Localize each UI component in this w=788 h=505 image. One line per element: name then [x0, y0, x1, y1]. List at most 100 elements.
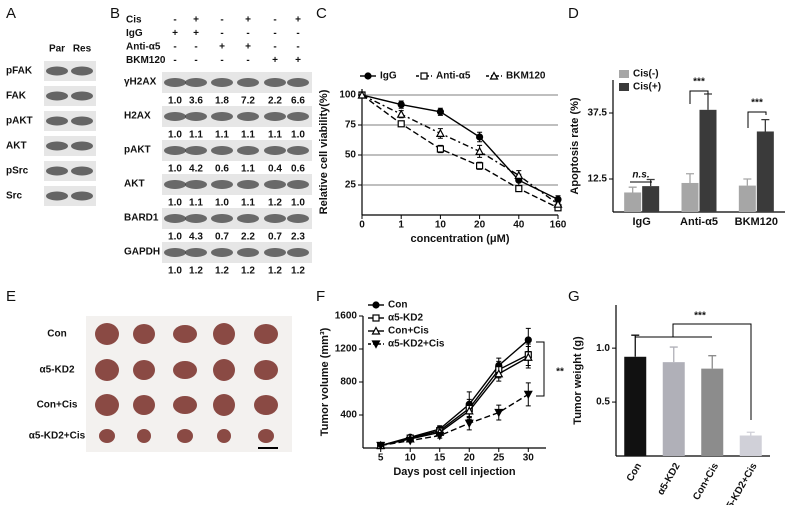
band [164, 112, 186, 121]
condition-sign: - [173, 42, 176, 53]
legend-label: Con [388, 300, 407, 311]
y-tick-label: 0.5 [596, 397, 610, 408]
quantification: 1.8 [215, 96, 229, 107]
condition-sign: + [295, 15, 301, 26]
x-tick-label: 40 [513, 220, 525, 231]
condition-sign: - [220, 15, 223, 26]
panel-label: A [6, 5, 16, 22]
row-label: AKT [6, 141, 27, 152]
band [71, 141, 93, 151]
condition-sign: - [273, 42, 276, 53]
y-tick-label: 25 [345, 180, 357, 191]
quantification: 1.1 [241, 130, 255, 141]
x-tick-label: 20 [474, 220, 486, 231]
condition-sign: - [296, 28, 299, 39]
marker [435, 128, 445, 137]
band [185, 214, 207, 223]
bar [756, 131, 774, 212]
series-line [361, 94, 559, 201]
blot-label: γH2AX [124, 77, 157, 88]
band [237, 78, 259, 87]
quantification: 1.1 [268, 130, 282, 141]
quantification: 4.2 [189, 164, 203, 175]
band [185, 180, 207, 189]
annotation: *** [694, 311, 706, 322]
marker [420, 72, 428, 80]
blot [44, 161, 96, 181]
panel-label: F [316, 288, 325, 305]
condition-sign: - [246, 55, 249, 66]
quantification: 0.6 [291, 164, 305, 175]
series-line [361, 94, 559, 209]
tumor [173, 396, 197, 414]
error-bar [646, 178, 655, 187]
condition-label: BKM120 [126, 55, 166, 66]
band [164, 180, 186, 189]
quantification: 1.0 [168, 164, 182, 175]
quantification: 1.1 [241, 164, 255, 175]
condition-sign: - [273, 15, 276, 26]
column-label: Res [73, 44, 92, 55]
tumor [258, 429, 274, 443]
error-bar [686, 173, 694, 183]
band [71, 91, 93, 101]
band [164, 248, 186, 257]
quantification: 1.0 [168, 96, 182, 107]
condition-sign: + [172, 28, 178, 39]
bracket [536, 341, 545, 397]
marker [523, 352, 533, 361]
x-tick-label: Anti-α5 [680, 216, 718, 228]
tumor [133, 360, 155, 380]
tumor [95, 359, 119, 381]
panel-label: C [316, 5, 327, 22]
quantification: 7.2 [241, 96, 255, 107]
band [211, 78, 233, 87]
marker [357, 90, 367, 99]
band [71, 191, 93, 201]
quantification: 4.3 [189, 232, 203, 243]
marker [523, 390, 533, 400]
marker [397, 120, 405, 128]
x-tick-label: 0 [359, 220, 365, 231]
band [211, 248, 233, 257]
band [287, 78, 309, 87]
band [264, 180, 286, 189]
row-label: pFAK [6, 66, 33, 77]
tumor [173, 361, 197, 379]
annotation: ** [556, 367, 564, 378]
blot [44, 136, 96, 156]
quantification: 0.4 [268, 164, 282, 175]
x-tick-label: BKM120 [735, 216, 778, 228]
y-tick-label: 100 [339, 90, 356, 101]
y-tick-label: 37.5 [588, 108, 608, 119]
quantification: 1.2 [215, 266, 229, 277]
band [164, 214, 186, 223]
quantification: 1.0 [168, 266, 182, 277]
bar [739, 435, 762, 456]
condition-label: IgG [126, 28, 143, 39]
bracket [747, 111, 767, 128]
annotation: n.s. [632, 170, 649, 181]
marker [372, 314, 380, 322]
bar [681, 182, 699, 212]
bar [662, 362, 685, 456]
quantification: 0.7 [268, 232, 282, 243]
row-label: Con [47, 329, 66, 340]
x-tick-label: 5 [378, 453, 384, 464]
condition-label: Anti-α5 [126, 42, 161, 53]
row-label: Src [6, 191, 23, 202]
quantification: 1.0 [291, 130, 305, 141]
condition-sign: + [295, 55, 301, 66]
marker [464, 406, 474, 415]
legend-label: BKM120 [506, 71, 546, 82]
band [71, 116, 93, 126]
tumor [213, 359, 235, 381]
band [71, 66, 93, 76]
error-bar [761, 118, 770, 132]
band [164, 78, 186, 87]
marker [494, 368, 504, 378]
annotation: *** [693, 77, 705, 88]
condition-sign: - [173, 15, 176, 26]
tumor [213, 323, 235, 345]
marker [435, 432, 445, 441]
